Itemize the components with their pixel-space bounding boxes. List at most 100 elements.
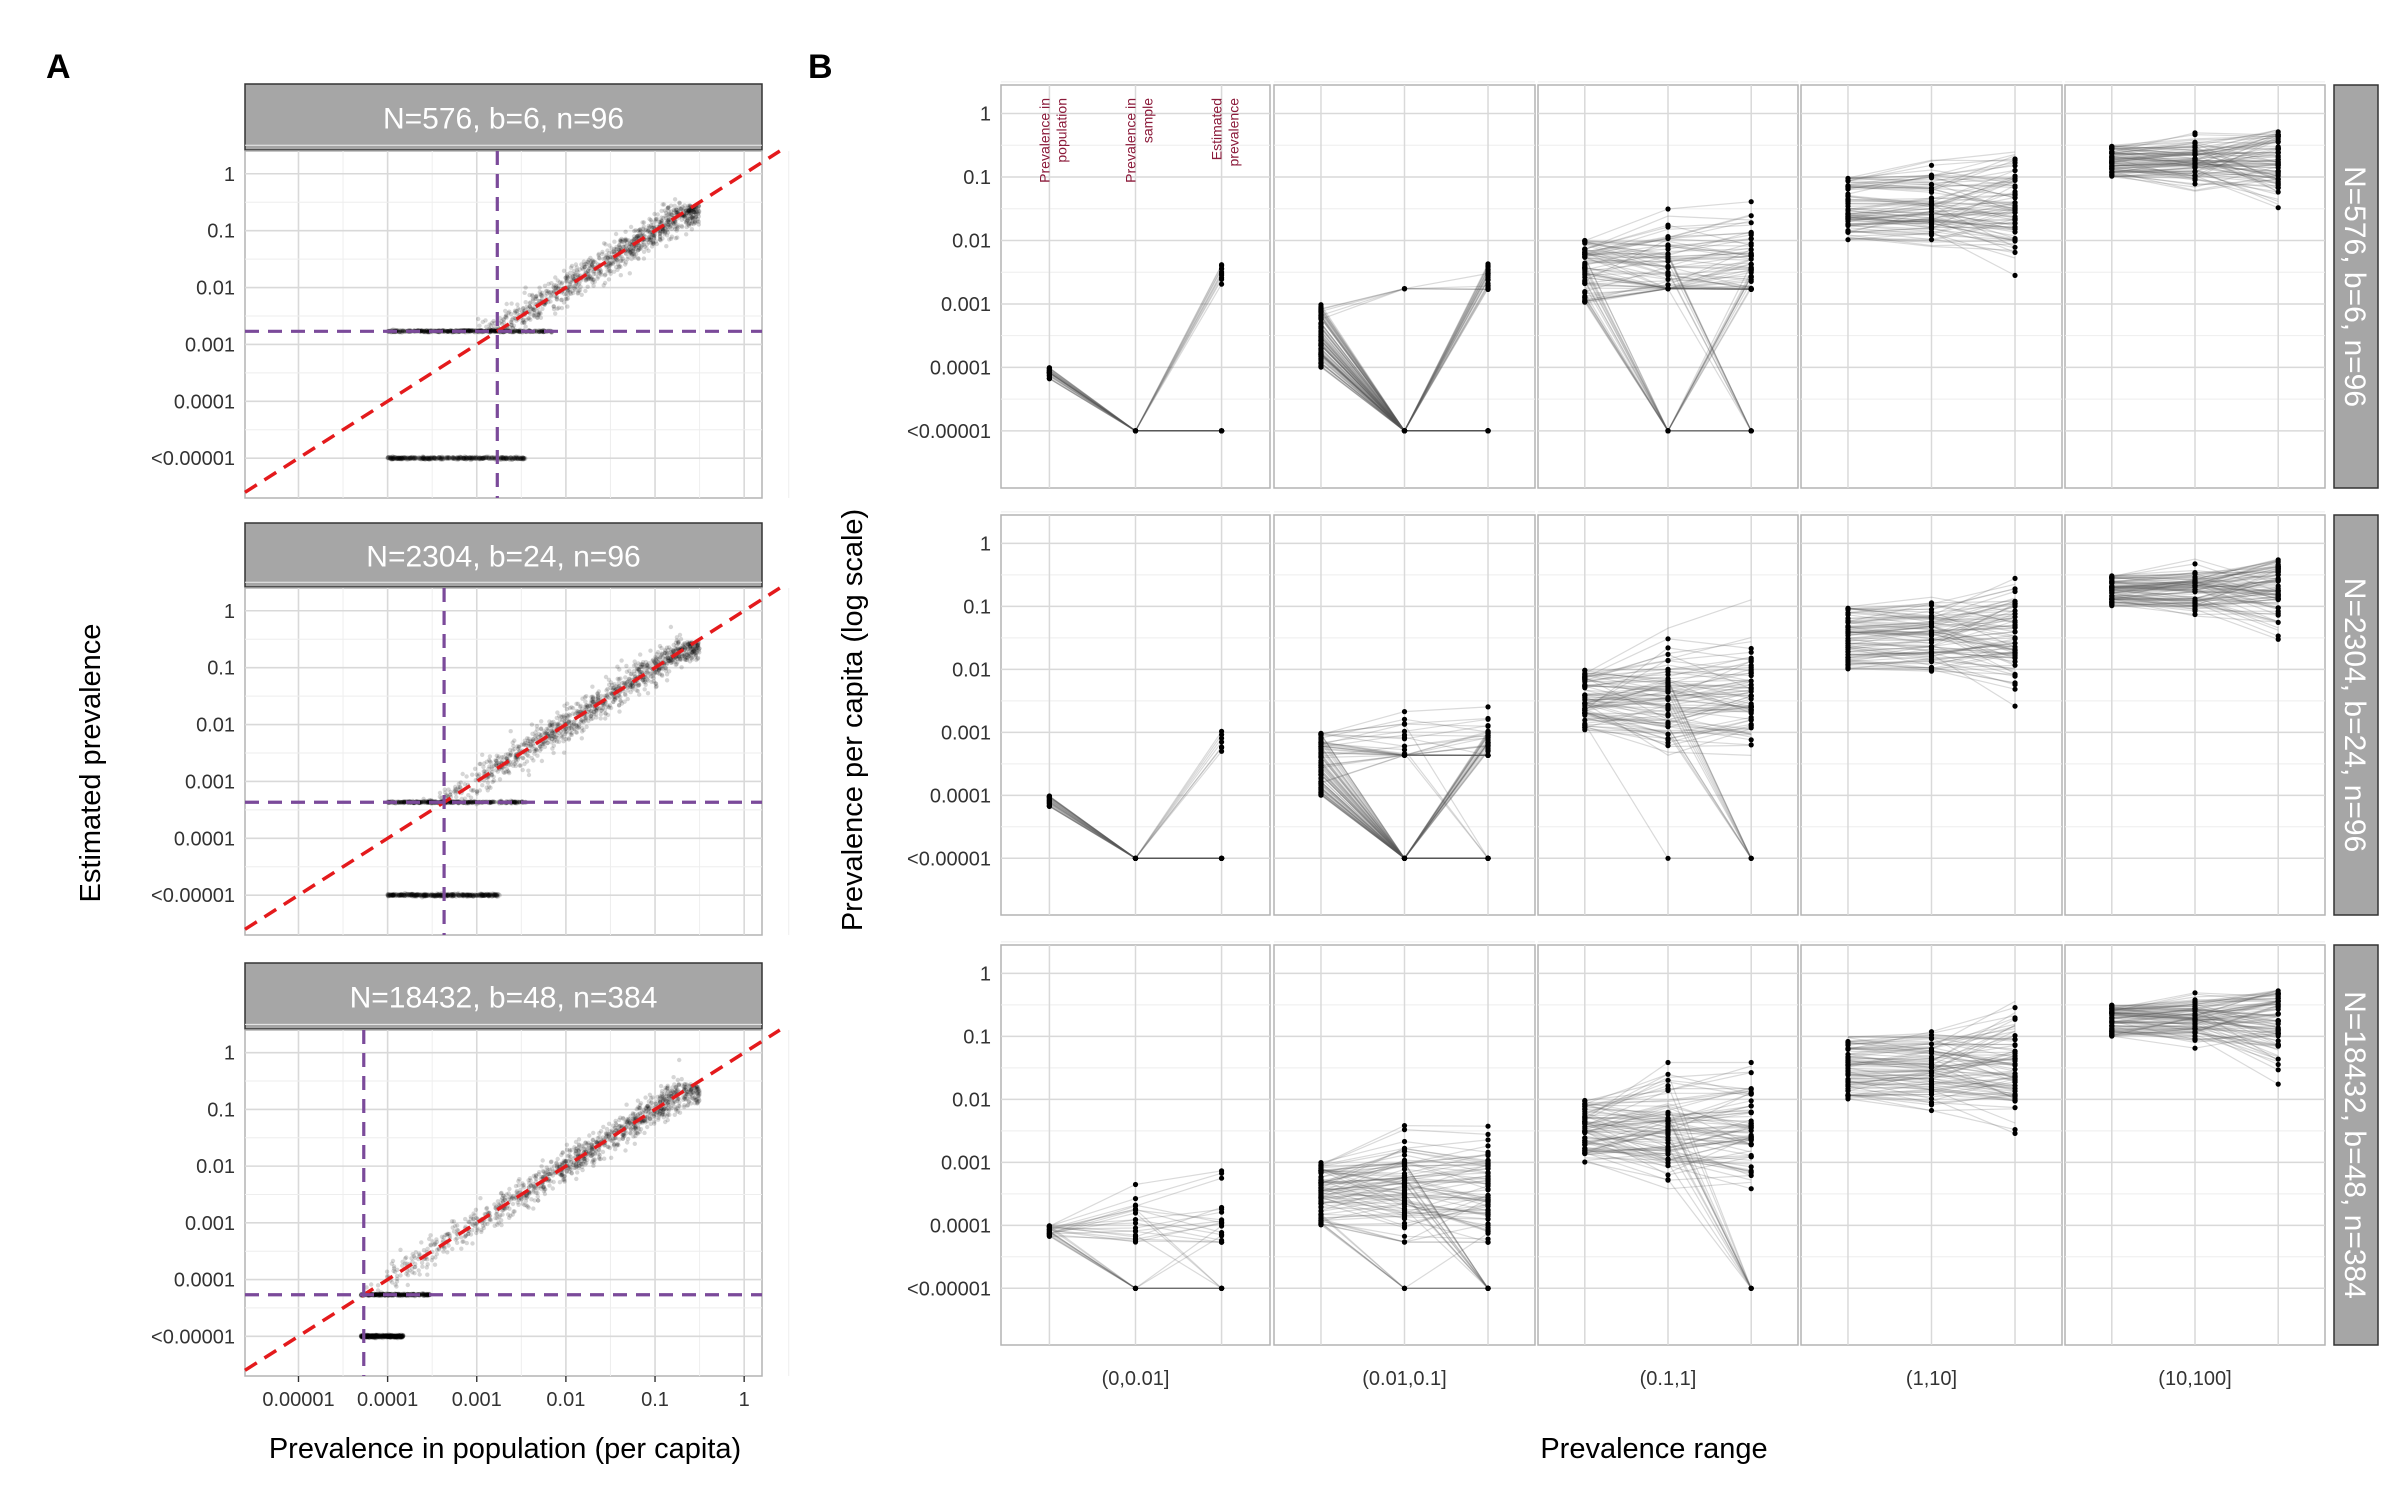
data-point — [649, 219, 654, 224]
data-point — [401, 328, 406, 333]
data-point — [416, 1268, 421, 1273]
data-point — [610, 261, 616, 267]
data-point — [634, 246, 639, 251]
data-point-floor — [512, 799, 518, 805]
data-point — [646, 226, 651, 231]
data-point — [660, 236, 665, 241]
data-point — [575, 1170, 580, 1175]
data-point — [534, 294, 539, 299]
data-point — [507, 1186, 512, 1192]
data-point — [664, 1091, 669, 1096]
data-point — [597, 256, 602, 261]
data-point — [621, 258, 626, 263]
data-point — [576, 288, 581, 293]
y-tick-label: 0.1 — [207, 658, 235, 680]
y-tick-label: 1 — [224, 1043, 235, 1065]
data-point — [659, 646, 664, 651]
data-point — [674, 224, 679, 229]
data-point — [608, 254, 613, 260]
data-point — [692, 207, 698, 212]
data-point — [665, 206, 671, 211]
data-point — [450, 1246, 455, 1252]
data-point-undetected — [410, 455, 416, 461]
data-point — [456, 785, 461, 790]
data-point — [650, 241, 656, 247]
data-point — [644, 246, 649, 251]
data-point — [669, 212, 674, 217]
data-point — [596, 251, 601, 257]
data-point — [564, 278, 570, 284]
data-point — [694, 210, 699, 215]
data-point — [522, 290, 527, 295]
data-point — [611, 258, 616, 263]
data-point — [607, 262, 612, 267]
data-point — [490, 328, 495, 333]
data-point — [547, 1183, 552, 1188]
data-point — [584, 694, 589, 699]
data-point — [635, 235, 640, 240]
data-point — [531, 313, 536, 318]
data-point — [533, 1185, 538, 1191]
data-point — [628, 224, 634, 230]
data-point — [528, 300, 533, 305]
data-point — [681, 642, 686, 647]
data-point — [521, 319, 526, 325]
data-point — [616, 693, 621, 699]
data-point — [625, 696, 630, 702]
data-point — [619, 258, 624, 263]
data-point — [616, 265, 622, 270]
data-point — [664, 228, 669, 233]
data-point — [647, 224, 652, 230]
data-point — [624, 240, 630, 245]
data-point — [631, 251, 637, 257]
data-point — [538, 291, 543, 297]
data-point — [659, 208, 664, 214]
data-point — [564, 1142, 570, 1148]
data-point — [579, 292, 584, 297]
data-point — [490, 779, 495, 785]
data-point — [585, 259, 590, 264]
y-tick-label: 0.0001 — [174, 391, 235, 413]
data-point — [619, 658, 624, 663]
data-point — [648, 237, 653, 242]
data-point — [509, 301, 514, 306]
data-point — [559, 281, 564, 286]
y-tick-label: 0.01 — [196, 1156, 235, 1178]
data-point-undetected — [477, 893, 482, 899]
data-point — [679, 206, 684, 211]
data-point — [683, 209, 688, 214]
data-point — [550, 746, 555, 751]
data-point — [509, 322, 514, 328]
data-point — [609, 246, 614, 251]
data-point — [623, 238, 628, 243]
data-point — [572, 286, 577, 291]
data-point — [604, 1126, 610, 1132]
data-point — [540, 290, 545, 295]
data-point — [559, 280, 565, 285]
data-point — [689, 214, 694, 219]
data-point — [425, 1246, 430, 1252]
data-point — [662, 1097, 667, 1102]
data-point — [623, 251, 629, 257]
data-point — [672, 1112, 677, 1118]
data-point-floor — [489, 328, 494, 334]
data-point — [645, 1110, 651, 1116]
data-point — [677, 200, 682, 205]
data-point — [614, 245, 619, 250]
data-point — [469, 328, 474, 333]
data-point — [546, 289, 551, 294]
data-point — [568, 284, 574, 290]
data-point — [586, 277, 591, 282]
data-point-undetected — [456, 893, 462, 899]
data-point — [512, 738, 517, 743]
data-point — [529, 722, 535, 727]
data-point — [522, 320, 527, 325]
data-point — [641, 224, 646, 229]
data-point — [671, 207, 677, 213]
data-point — [561, 713, 566, 718]
data-point — [653, 216, 659, 222]
data-point — [647, 216, 652, 222]
data-point — [509, 322, 514, 327]
data-point — [433, 1255, 438, 1260]
data-point — [663, 226, 668, 231]
